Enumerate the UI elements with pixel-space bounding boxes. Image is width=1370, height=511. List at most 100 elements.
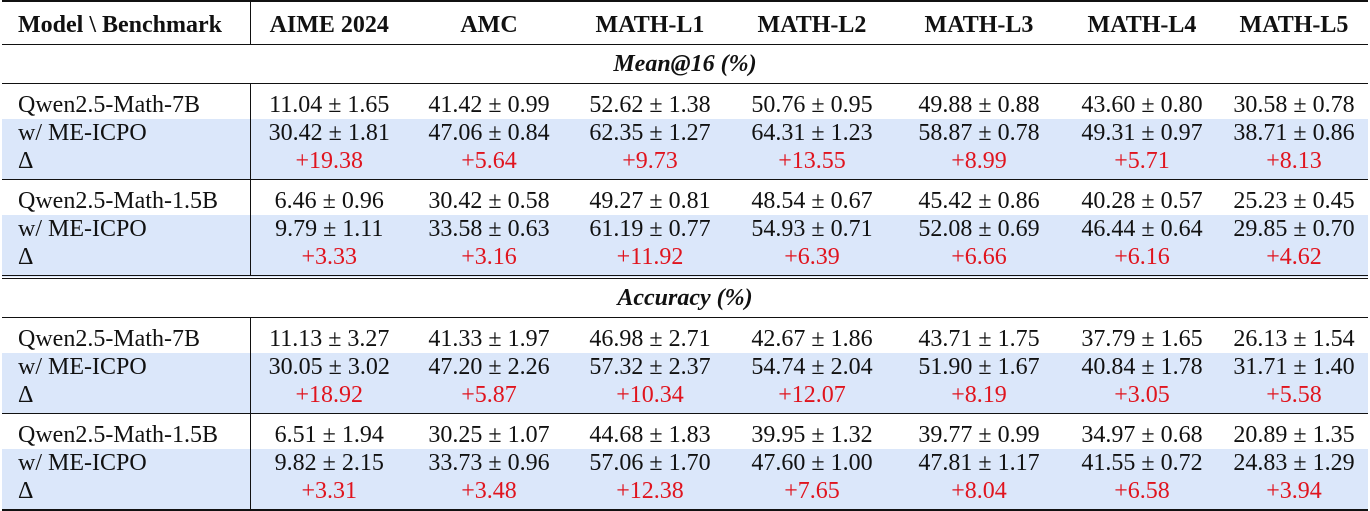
delta-cell: +3.05: [1064, 381, 1220, 414]
model-label: w/ ME-ICPO: [2, 215, 251, 243]
cell: 49.88 ± 0.88: [918, 92, 1040, 118]
cell: 39.95 ± 1.32: [751, 422, 873, 448]
delta-cell: +3.48: [408, 477, 570, 511]
delta-cell: +12.07: [730, 381, 894, 414]
cell: 20.89 ± 1.35: [1233, 422, 1355, 448]
delta-label: Δ: [2, 381, 251, 414]
model-label: Qwen2.5-Math-1.5B: [2, 179, 251, 215]
delta-cell: +10.34: [570, 381, 730, 414]
cell: 26.13 ± 1.54: [1233, 326, 1355, 352]
table-row-delta: Δ +18.92 +5.87 +10.34 +12.07 +8.19 +3.05…: [2, 381, 1368, 414]
delta-cell: +19.38: [250, 147, 408, 180]
cell: 48.54 ± 0.67: [751, 188, 873, 214]
delta-cell: +3.33: [250, 243, 408, 279]
delta-cell: +8.04: [894, 477, 1064, 511]
table-row-base: Qwen2.5-Math-7B 11.04 ± 1.65 41.42 ± 0.9…: [2, 83, 1368, 119]
model-label: w/ ME-ICPO: [2, 449, 251, 477]
cell: 30.25 ± 1.07: [428, 422, 550, 448]
delta-cell: +6.16: [1064, 243, 1220, 279]
table-row-method: w/ ME-ICPO 9.79 ± 1.11 33.58 ± 0.63 61.1…: [2, 215, 1368, 243]
cell: 51.90 ± 1.67: [894, 353, 1064, 381]
cell: 43.71 ± 1.75: [918, 326, 1040, 352]
cell: 47.81 ± 1.17: [894, 449, 1064, 477]
delta-label: Δ: [2, 147, 251, 180]
delta-cell: +3.94: [1220, 477, 1368, 511]
delta-cell: +5.64: [408, 147, 570, 180]
cell: 9.82 ± 2.15: [250, 449, 408, 477]
cell: 34.97 ± 0.68: [1081, 422, 1203, 448]
table-row-delta: Δ +19.38 +5.64 +9.73 +13.55 +8.99 +5.71 …: [2, 147, 1368, 180]
delta-cell: +4.62: [1220, 243, 1368, 279]
delta-cell: +6.66: [894, 243, 1064, 279]
cell: 43.60 ± 0.80: [1081, 92, 1203, 118]
model-label: Qwen2.5-Math-1.5B: [2, 413, 251, 449]
delta-label: Δ: [2, 477, 251, 511]
cell: 54.93 ± 0.71: [730, 215, 894, 243]
header-aime-2024: AIME 2024: [250, 0, 408, 45]
cell: 33.58 ± 0.63: [408, 215, 570, 243]
cell: 39.77 ± 0.99: [918, 422, 1040, 448]
table-row-method: w/ ME-ICPO 30.05 ± 3.02 47.20 ± 2.26 57.…: [2, 353, 1368, 381]
model-label: Qwen2.5-Math-7B: [2, 83, 251, 119]
cell: 52.62 ± 1.38: [589, 92, 711, 118]
table-row-base: Qwen2.5-Math-7B 11.13 ± 3.27 41.33 ± 1.9…: [2, 317, 1368, 353]
section-title: Accuracy (%): [2, 277, 1368, 318]
header-math-l2: MATH-L2: [730, 0, 894, 45]
cell: 46.44 ± 0.64: [1064, 215, 1220, 243]
header-row: Model \ Benchmark AIME 2024 AMC MATH-L1 …: [2, 0, 1368, 45]
cell: 64.31 ± 1.23: [730, 119, 894, 147]
table-row-base: Qwen2.5-Math-1.5B 6.51 ± 1.94 30.25 ± 1.…: [2, 413, 1368, 449]
cell: 45.42 ± 0.86: [918, 188, 1040, 214]
cell: 47.06 ± 0.84: [408, 119, 570, 147]
cell: 57.32 ± 2.37: [570, 353, 730, 381]
table-row-method: w/ ME-ICPO 9.82 ± 2.15 33.73 ± 0.96 57.0…: [2, 449, 1368, 477]
delta-cell: +11.92: [570, 243, 730, 279]
cell: 47.20 ± 2.26: [408, 353, 570, 381]
cell: 40.28 ± 0.57: [1081, 188, 1203, 214]
delta-cell: +13.55: [730, 147, 894, 180]
delta-cell: +8.99: [894, 147, 1064, 180]
model-label: w/ ME-ICPO: [2, 119, 251, 147]
table-row-delta: Δ +3.33 +3.16 +11.92 +6.39 +6.66 +6.16 +…: [2, 243, 1368, 279]
header-math-l3: MATH-L3: [894, 0, 1064, 45]
cell: 11.04 ± 1.65: [269, 92, 390, 118]
cell: 41.42 ± 0.99: [428, 92, 550, 118]
delta-cell: +5.71: [1064, 147, 1220, 180]
delta-cell: +9.73: [570, 147, 730, 180]
delta-cell: +8.19: [894, 381, 1064, 414]
cell: 37.79 ± 1.65: [1081, 326, 1203, 352]
delta-cell: +6.58: [1064, 477, 1220, 511]
cell: 49.31 ± 0.97: [1064, 119, 1220, 147]
cell: 62.35 ± 1.27: [570, 119, 730, 147]
cell: 57.06 ± 1.70: [570, 449, 730, 477]
section-title: Mean@16 (%): [2, 44, 1368, 84]
cell: 11.13 ± 3.27: [269, 326, 390, 352]
delta-cell: +3.16: [408, 243, 570, 279]
cell: 33.73 ± 0.96: [408, 449, 570, 477]
cell: 9.79 ± 1.11: [250, 215, 408, 243]
cell: 44.68 ± 1.83: [589, 422, 711, 448]
section-header-accuracy: Accuracy (%): [2, 277, 1368, 318]
cell: 24.83 ± 1.29: [1220, 449, 1368, 477]
delta-cell: +5.58: [1220, 381, 1368, 414]
delta-label: Δ: [2, 243, 251, 279]
cell: 58.87 ± 0.78: [894, 119, 1064, 147]
cell: 30.58 ± 0.78: [1233, 92, 1355, 118]
header-math-l4: MATH-L4: [1064, 0, 1220, 45]
header-math-l1: MATH-L1: [570, 0, 730, 45]
cell: 47.60 ± 1.00: [730, 449, 894, 477]
cell: 50.76 ± 0.95: [751, 92, 873, 118]
delta-cell: +7.65: [730, 477, 894, 511]
model-label: Qwen2.5-Math-7B: [2, 317, 251, 353]
section-header-mean16: Mean@16 (%): [2, 44, 1368, 84]
table-row-method: w/ ME-ICPO 30.42 ± 1.81 47.06 ± 0.84 62.…: [2, 119, 1368, 147]
cell: 6.46 ± 0.96: [274, 188, 384, 214]
cell: 46.98 ± 2.71: [589, 326, 711, 352]
model-label: w/ ME-ICPO: [2, 353, 251, 381]
delta-cell: +18.92: [250, 381, 408, 414]
delta-cell: +8.13: [1220, 147, 1368, 180]
header-amc: AMC: [408, 0, 570, 45]
delta-cell: +12.38: [570, 477, 730, 511]
